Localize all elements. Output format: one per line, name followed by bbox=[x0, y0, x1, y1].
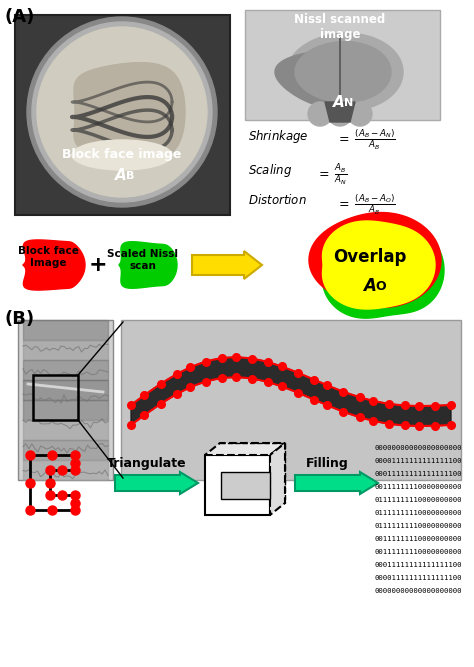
Text: 00011111111111111100: 00011111111111111100 bbox=[375, 562, 463, 568]
Text: 00011111111111111100: 00011111111111111100 bbox=[375, 471, 463, 477]
Polygon shape bbox=[322, 221, 435, 309]
Text: Block face image: Block face image bbox=[62, 148, 182, 161]
Polygon shape bbox=[205, 455, 270, 515]
Ellipse shape bbox=[72, 140, 172, 170]
Polygon shape bbox=[23, 320, 108, 340]
Circle shape bbox=[348, 102, 372, 126]
Text: Scaled Nissl
scan: Scaled Nissl scan bbox=[108, 249, 179, 271]
Text: A: A bbox=[115, 168, 127, 183]
Text: $\mathit{Scaling}$: $\mathit{Scaling}$ bbox=[248, 162, 292, 179]
FancyArrow shape bbox=[295, 472, 378, 494]
Polygon shape bbox=[205, 443, 285, 455]
FancyArrow shape bbox=[115, 472, 198, 494]
Polygon shape bbox=[23, 380, 108, 400]
Polygon shape bbox=[23, 460, 108, 480]
Text: $\mathit{Distortion}$: $\mathit{Distortion}$ bbox=[248, 193, 307, 207]
FancyBboxPatch shape bbox=[121, 320, 461, 480]
Circle shape bbox=[37, 27, 207, 197]
Text: N: N bbox=[344, 98, 353, 108]
Text: B: B bbox=[126, 171, 134, 181]
Text: $\mathit{Shrinkage}$: $\mathit{Shrinkage}$ bbox=[248, 128, 309, 145]
Text: Block face
Image: Block face Image bbox=[18, 246, 78, 267]
Text: (B): (B) bbox=[5, 310, 35, 328]
Circle shape bbox=[308, 102, 332, 126]
Circle shape bbox=[27, 17, 217, 207]
Circle shape bbox=[32, 22, 212, 202]
Text: 01111111110000000000: 01111111110000000000 bbox=[375, 523, 463, 529]
Text: Nissl scanned
image: Nissl scanned image bbox=[294, 13, 386, 41]
Text: Overlap: Overlap bbox=[333, 248, 407, 266]
Text: +: + bbox=[89, 255, 107, 275]
Text: (A): (A) bbox=[5, 8, 36, 26]
Polygon shape bbox=[131, 358, 451, 426]
Polygon shape bbox=[23, 420, 108, 440]
Text: 01111111110000000000: 01111111110000000000 bbox=[375, 510, 463, 516]
Polygon shape bbox=[287, 33, 403, 111]
Text: A: A bbox=[333, 95, 345, 110]
Polygon shape bbox=[309, 213, 441, 307]
Text: 00000000000000000000: 00000000000000000000 bbox=[375, 445, 463, 451]
Polygon shape bbox=[322, 222, 444, 318]
Polygon shape bbox=[23, 360, 108, 380]
Polygon shape bbox=[74, 63, 185, 161]
Text: 00000000000000000000: 00000000000000000000 bbox=[375, 588, 463, 594]
Text: $=\;\frac{(A_B - A_O)}{A_B}$: $=\;\frac{(A_B - A_O)}{A_B}$ bbox=[336, 193, 396, 217]
Polygon shape bbox=[119, 241, 177, 288]
Text: 00001111111111111100: 00001111111111111100 bbox=[375, 458, 463, 464]
Text: 00001111111111111100: 00001111111111111100 bbox=[375, 575, 463, 581]
FancyArrow shape bbox=[192, 251, 262, 279]
Polygon shape bbox=[275, 51, 345, 107]
FancyBboxPatch shape bbox=[18, 320, 113, 480]
Circle shape bbox=[328, 102, 352, 126]
Text: $=\;\frac{A_B}{A_N}$: $=\;\frac{A_B}{A_N}$ bbox=[316, 162, 347, 187]
Text: 01111111110000000000: 01111111110000000000 bbox=[375, 497, 463, 503]
Text: O: O bbox=[375, 280, 386, 293]
FancyBboxPatch shape bbox=[245, 10, 440, 120]
Polygon shape bbox=[23, 340, 108, 360]
Polygon shape bbox=[270, 443, 285, 515]
Text: $=\;\frac{(A_B - A_N)}{A_B}$: $=\;\frac{(A_B - A_N)}{A_B}$ bbox=[336, 128, 395, 152]
Text: Triangulate: Triangulate bbox=[107, 457, 187, 470]
Polygon shape bbox=[23, 440, 108, 460]
Text: 00111111110000000000: 00111111110000000000 bbox=[375, 536, 463, 542]
Text: Filling: Filling bbox=[306, 457, 348, 470]
Polygon shape bbox=[295, 41, 391, 103]
Text: 00111111110000000000: 00111111110000000000 bbox=[375, 484, 463, 490]
Text: 00111111110000000000: 00111111110000000000 bbox=[375, 549, 463, 555]
FancyBboxPatch shape bbox=[15, 15, 230, 215]
Polygon shape bbox=[221, 472, 270, 498]
Polygon shape bbox=[325, 102, 355, 122]
Polygon shape bbox=[23, 400, 108, 420]
Text: A: A bbox=[363, 277, 376, 295]
Polygon shape bbox=[23, 240, 85, 290]
